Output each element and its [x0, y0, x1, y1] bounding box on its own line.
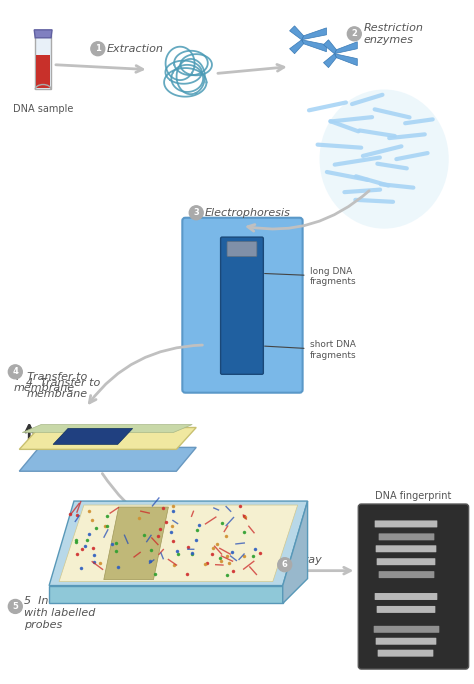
- FancyBboxPatch shape: [378, 650, 433, 657]
- FancyBboxPatch shape: [377, 558, 435, 565]
- Text: 3: 3: [193, 208, 199, 218]
- Text: 1: 1: [95, 44, 101, 53]
- FancyBboxPatch shape: [182, 218, 302, 393]
- Circle shape: [278, 557, 292, 572]
- Circle shape: [189, 206, 203, 220]
- Text: 5  Incubation
with labelled
probes: 5 Incubation with labelled probes: [24, 596, 97, 630]
- Text: short DNA
fragments: short DNA fragments: [264, 340, 356, 360]
- Polygon shape: [19, 428, 196, 449]
- Polygon shape: [290, 40, 304, 54]
- Polygon shape: [19, 447, 196, 471]
- Polygon shape: [301, 28, 327, 40]
- Polygon shape: [323, 54, 337, 68]
- Text: 4  Transfer to
membrane: 4 Transfer to membrane: [26, 378, 100, 399]
- Text: Electrophoresis: Electrophoresis: [205, 208, 291, 218]
- FancyBboxPatch shape: [377, 606, 435, 613]
- Circle shape: [91, 42, 105, 55]
- Polygon shape: [104, 507, 168, 579]
- Polygon shape: [290, 26, 304, 40]
- FancyBboxPatch shape: [379, 571, 434, 578]
- Polygon shape: [53, 428, 133, 445]
- FancyBboxPatch shape: [376, 637, 437, 645]
- Text: DNA fingerprint: DNA fingerprint: [375, 491, 451, 501]
- Polygon shape: [335, 54, 357, 66]
- Text: X-ray: X-ray: [294, 555, 322, 565]
- Polygon shape: [323, 40, 337, 54]
- Polygon shape: [59, 505, 298, 581]
- Circle shape: [9, 599, 22, 614]
- Text: 4  Transfer to
membrane: 4 Transfer to membrane: [13, 372, 88, 393]
- FancyBboxPatch shape: [374, 593, 438, 600]
- FancyBboxPatch shape: [379, 534, 434, 540]
- FancyBboxPatch shape: [374, 626, 439, 633]
- Ellipse shape: [319, 90, 449, 228]
- Polygon shape: [49, 501, 308, 586]
- Text: Extraction: Extraction: [107, 44, 164, 54]
- Text: 2: 2: [351, 29, 357, 38]
- Polygon shape: [22, 425, 192, 432]
- FancyBboxPatch shape: [374, 521, 438, 527]
- Polygon shape: [283, 501, 308, 603]
- Text: 4: 4: [12, 367, 18, 376]
- Text: Restriction
enzymes: Restriction enzymes: [363, 23, 423, 44]
- FancyBboxPatch shape: [358, 504, 469, 669]
- Polygon shape: [49, 586, 283, 603]
- Text: long DNA
fragments: long DNA fragments: [264, 267, 356, 286]
- Circle shape: [9, 365, 22, 379]
- FancyBboxPatch shape: [220, 237, 264, 374]
- Text: 5: 5: [12, 602, 18, 611]
- FancyBboxPatch shape: [227, 241, 257, 256]
- Circle shape: [347, 27, 361, 41]
- Polygon shape: [335, 42, 357, 54]
- Polygon shape: [301, 40, 327, 52]
- Text: DNA sample: DNA sample: [13, 105, 73, 114]
- FancyBboxPatch shape: [376, 545, 437, 552]
- Polygon shape: [35, 35, 51, 90]
- Polygon shape: [34, 30, 52, 38]
- Polygon shape: [36, 55, 50, 88]
- Text: 6: 6: [282, 560, 288, 569]
